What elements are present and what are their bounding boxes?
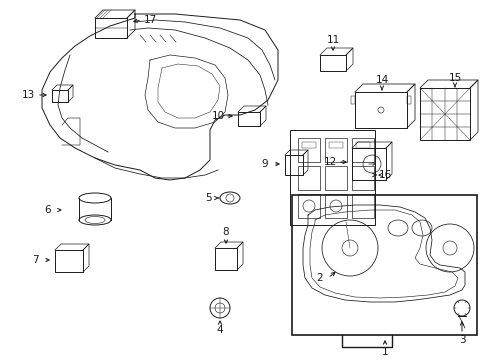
Bar — [291, 195, 476, 335]
Bar — [325, 166, 346, 190]
Bar — [297, 194, 319, 218]
Bar — [238, 112, 260, 126]
Bar — [354, 92, 406, 128]
Bar — [325, 138, 346, 162]
Bar — [95, 18, 127, 38]
Text: 7: 7 — [32, 255, 38, 265]
Bar — [350, 96, 354, 104]
Bar — [52, 90, 68, 102]
Bar — [355, 142, 369, 148]
Bar — [297, 166, 319, 190]
Bar — [325, 194, 346, 218]
Bar — [215, 248, 237, 270]
Bar — [289, 130, 374, 225]
Text: 8: 8 — [222, 227, 229, 237]
Bar — [328, 142, 342, 148]
Text: 1: 1 — [381, 347, 387, 357]
Text: 6: 6 — [44, 205, 51, 215]
Bar — [319, 55, 346, 71]
Text: 10: 10 — [211, 111, 224, 121]
Bar — [351, 148, 385, 180]
Text: 13: 13 — [21, 90, 35, 100]
Bar — [351, 166, 373, 190]
Text: 9: 9 — [261, 159, 268, 169]
Text: 15: 15 — [447, 73, 461, 83]
Text: 2: 2 — [316, 273, 323, 283]
Bar — [419, 88, 469, 140]
Text: 17: 17 — [143, 15, 156, 25]
Text: 4: 4 — [216, 325, 223, 335]
Text: 16: 16 — [378, 170, 391, 180]
Text: 3: 3 — [458, 335, 465, 345]
Bar — [406, 96, 410, 104]
Bar — [55, 250, 83, 272]
Text: 5: 5 — [204, 193, 211, 203]
Text: 12: 12 — [323, 157, 336, 167]
Bar — [285, 155, 303, 175]
Bar — [302, 142, 315, 148]
Bar — [351, 138, 373, 162]
Text: 14: 14 — [375, 75, 388, 85]
Text: 11: 11 — [325, 35, 339, 45]
Bar — [351, 194, 373, 218]
Bar — [297, 138, 319, 162]
